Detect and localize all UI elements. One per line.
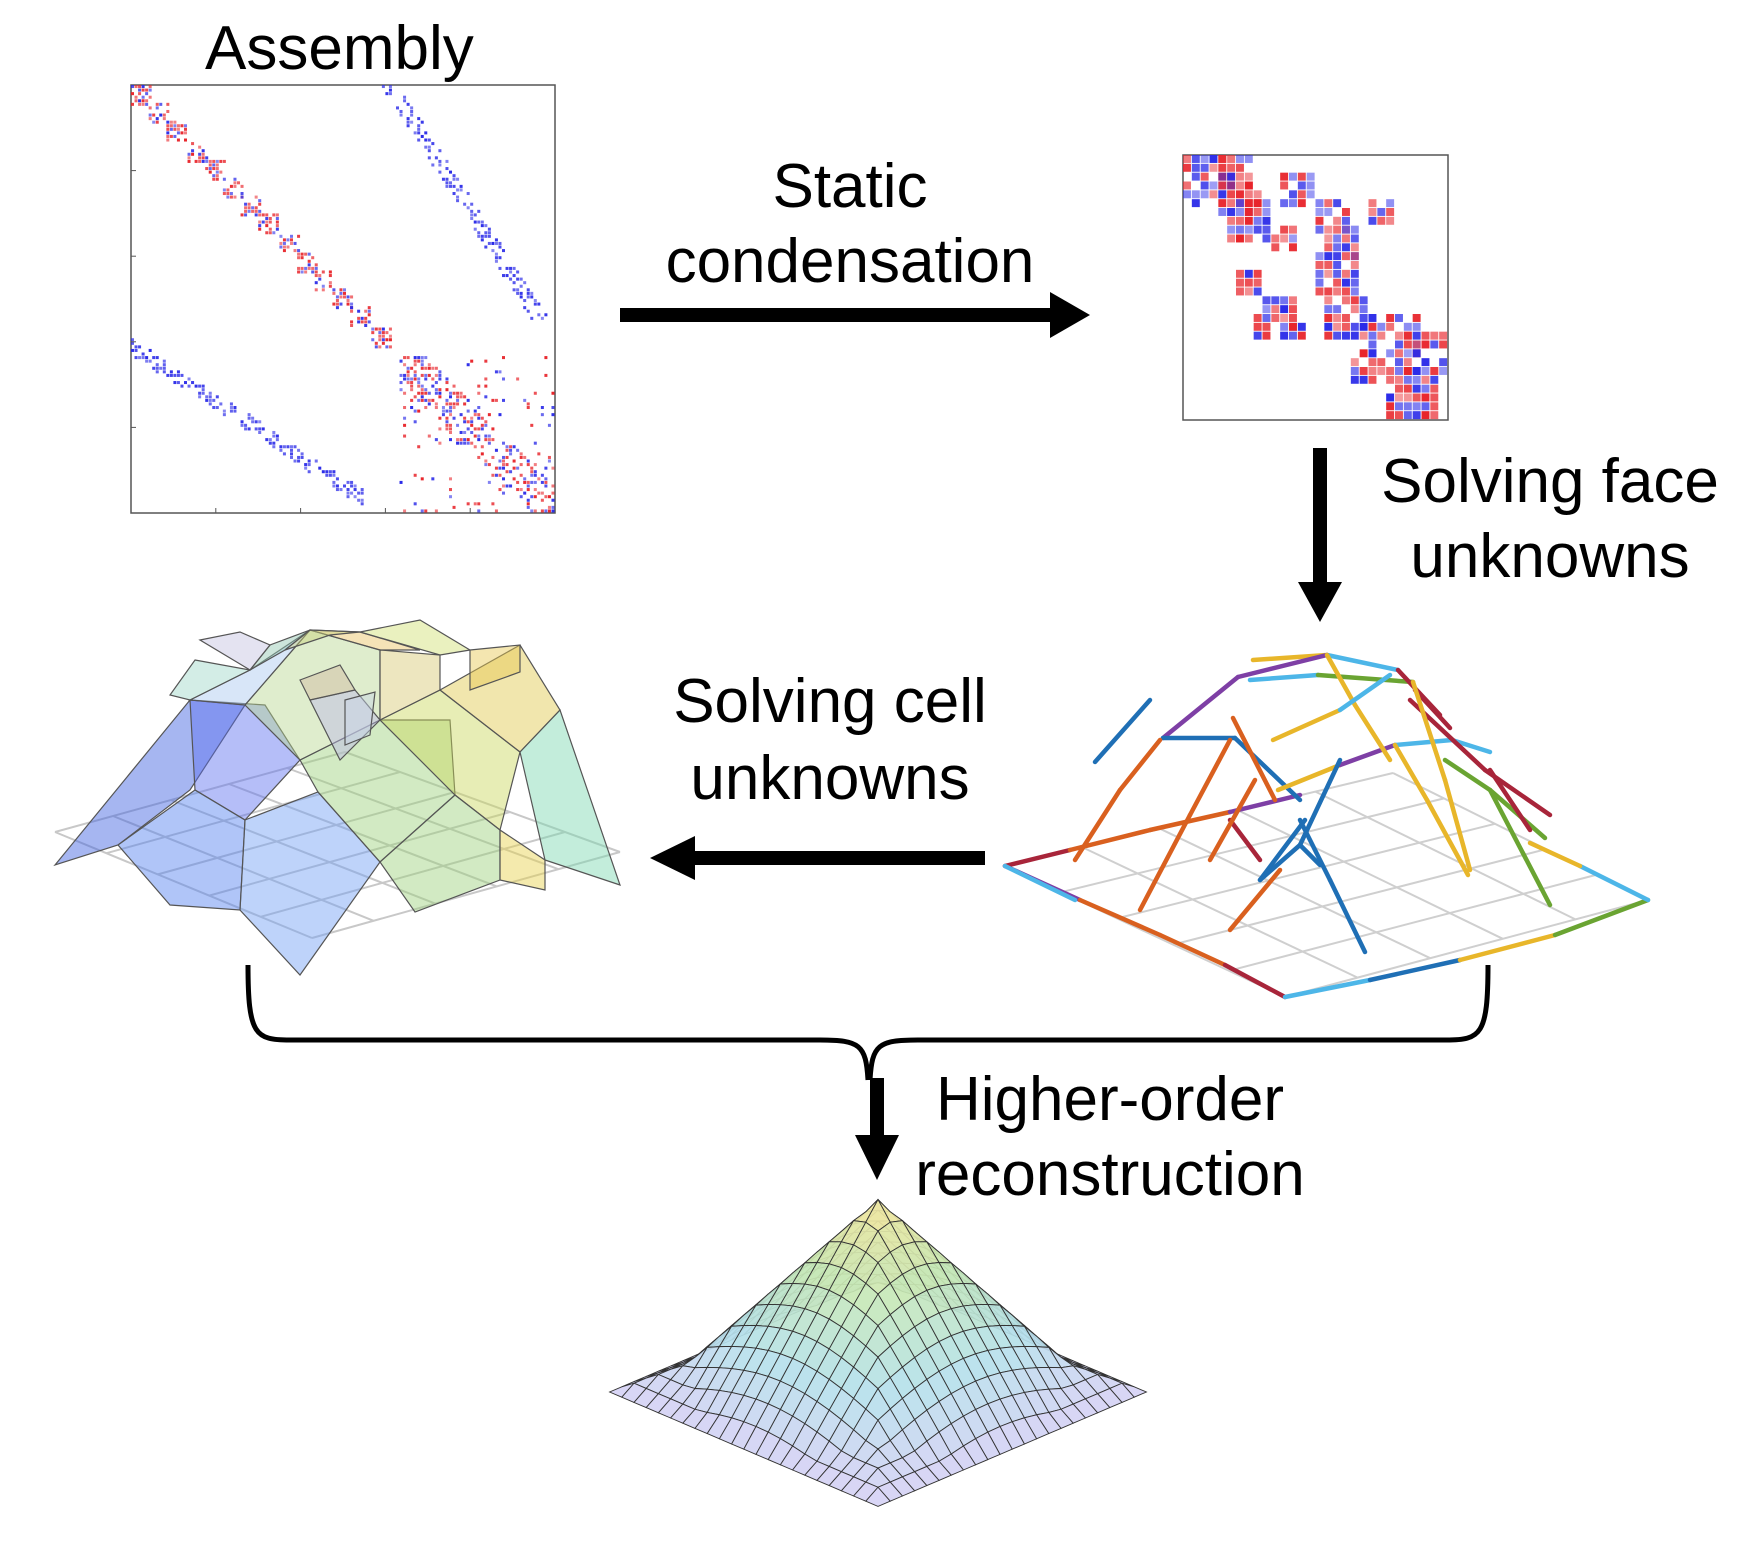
reconstruction-surface-plot bbox=[608, 1198, 1148, 1507]
solving-cell-arrow bbox=[650, 836, 985, 880]
reconstruction-label-line2: reconstruction bbox=[915, 1140, 1305, 1209]
static-condensation-label-line1: Static bbox=[772, 152, 928, 221]
solving-face-arrow bbox=[1298, 448, 1342, 622]
static-condensation-arrow bbox=[620, 292, 1090, 338]
assembly-label: Assembly bbox=[205, 14, 474, 83]
condensed-matrix bbox=[1182, 154, 1449, 421]
reconstruction-label-line1: Higher-order bbox=[935, 1065, 1285, 1134]
solving-face-label-line2: unknowns bbox=[1410, 522, 1690, 591]
solving-cell-label-line2: unknowns bbox=[690, 744, 970, 813]
face-unknowns-plot bbox=[1002, 652, 1651, 1000]
static-condensation-label-line2: condensation bbox=[665, 227, 1035, 296]
combine-brace bbox=[245, 964, 1491, 1081]
cell-unknowns-plot bbox=[53, 619, 621, 976]
reconstruction-arrow bbox=[855, 1078, 899, 1180]
assembly-matrix bbox=[130, 84, 556, 514]
solving-cell-label-line1: Solving cell bbox=[673, 667, 987, 736]
solving-face-label-line1: Solving face bbox=[1381, 447, 1719, 516]
